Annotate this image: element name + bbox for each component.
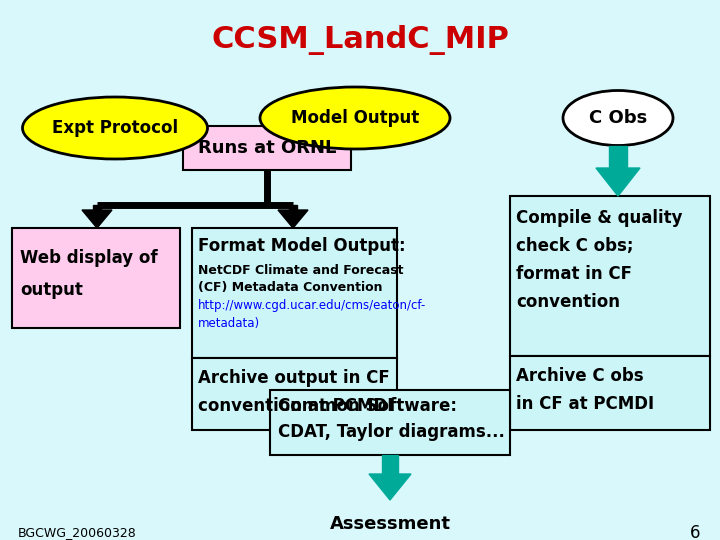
Polygon shape — [278, 210, 308, 228]
Ellipse shape — [22, 97, 207, 159]
Text: NetCDF Climate and Forecast: NetCDF Climate and Forecast — [198, 264, 403, 276]
Polygon shape — [289, 205, 297, 210]
Text: output: output — [20, 281, 83, 299]
Text: Model Output: Model Output — [291, 109, 419, 127]
Text: convention: convention — [516, 293, 620, 311]
Text: CDAT, Taylor diagrams...: CDAT, Taylor diagrams... — [278, 423, 505, 441]
Text: convention at PCMDI: convention at PCMDI — [198, 397, 393, 415]
Polygon shape — [596, 168, 640, 196]
Text: Runs at ORNL: Runs at ORNL — [198, 139, 336, 157]
Text: Assessment: Assessment — [330, 515, 451, 533]
Text: format in CF: format in CF — [516, 265, 632, 283]
Bar — [270, 390, 510, 455]
Text: in CF at PCMDI: in CF at PCMDI — [516, 395, 654, 413]
Bar — [12, 228, 180, 328]
Polygon shape — [609, 146, 627, 168]
Polygon shape — [369, 474, 411, 500]
Bar — [510, 196, 710, 356]
Text: Expt Protocol: Expt Protocol — [52, 119, 178, 137]
Bar — [510, 356, 710, 430]
Text: Format Model Output:: Format Model Output: — [198, 237, 405, 255]
Bar — [183, 126, 351, 170]
Text: Web display of: Web display of — [20, 249, 158, 267]
Text: 6: 6 — [690, 524, 700, 540]
Bar — [192, 358, 397, 430]
Polygon shape — [82, 210, 112, 228]
Text: metadata): metadata) — [198, 318, 260, 330]
Text: check C obs;: check C obs; — [516, 237, 634, 255]
Polygon shape — [93, 205, 101, 210]
Text: Archive output in CF: Archive output in CF — [198, 369, 390, 387]
Text: CCSM_LandC_MIP: CCSM_LandC_MIP — [211, 25, 509, 55]
Polygon shape — [382, 455, 398, 474]
Text: (CF) Metadata Convention: (CF) Metadata Convention — [198, 281, 382, 294]
Ellipse shape — [563, 91, 673, 145]
Text: BGCWG_20060328: BGCWG_20060328 — [18, 526, 137, 539]
Bar — [192, 228, 397, 358]
Text: http://www.cgd.ucar.edu/cms/eaton/cf-: http://www.cgd.ucar.edu/cms/eaton/cf- — [198, 300, 426, 313]
Text: Archive C obs: Archive C obs — [516, 367, 644, 385]
Bar — [0, 0, 720, 75]
Ellipse shape — [260, 87, 450, 149]
Text: Compile & quality: Compile & quality — [516, 209, 683, 227]
Text: C Obs: C Obs — [589, 109, 647, 127]
Text: Common Software:: Common Software: — [278, 397, 457, 415]
